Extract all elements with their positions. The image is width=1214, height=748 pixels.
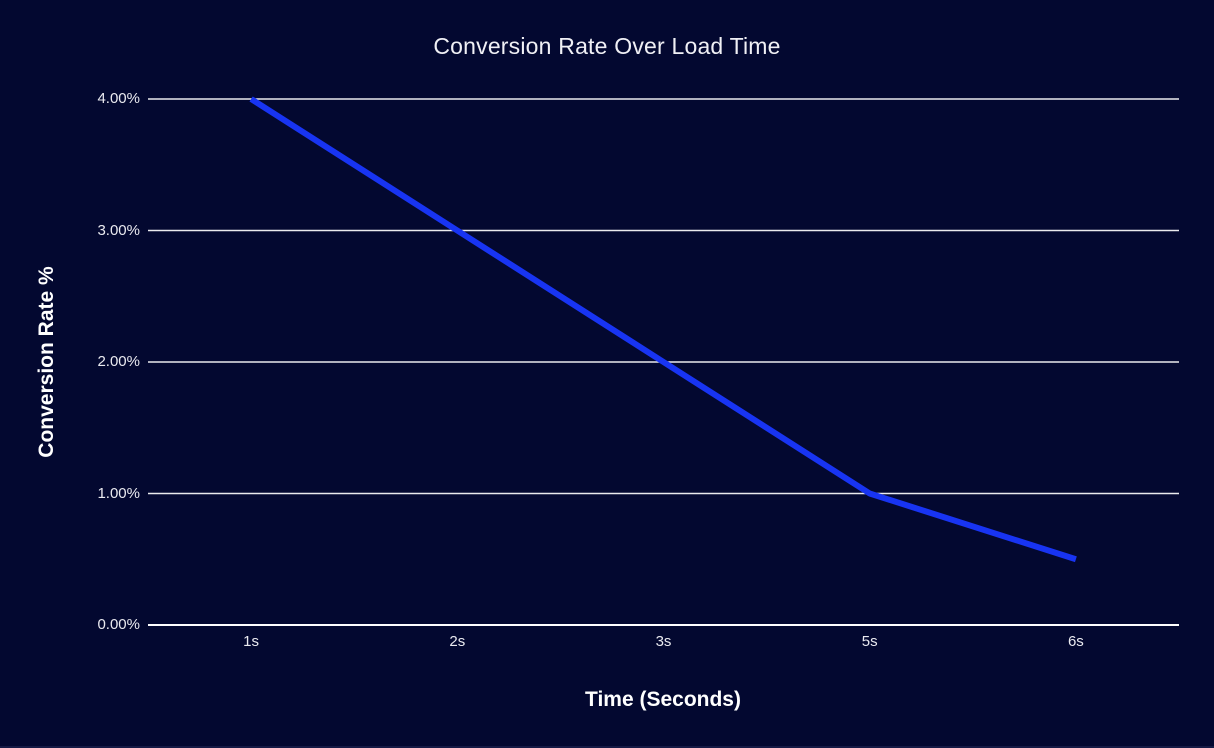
y-tick-label: 3.00% [97, 221, 140, 239]
y-tick-label: 4.00% [97, 90, 140, 107]
y-tick-label: 2.00% [97, 353, 140, 370]
x-tick-label: 2s [449, 633, 466, 650]
conversion-rate-line [249, 96, 1077, 563]
chart-title: Conversion Rate Over Load Time [433, 33, 781, 59]
x-axis-title: Time (Seconds) [585, 688, 741, 711]
x-tick-label: 5s [861, 633, 878, 650]
bottom-edge-divider [0, 746, 1214, 748]
x-tick-label: 1s [243, 633, 260, 650]
x-tick-label: 6s [1067, 633, 1084, 650]
y-tick-label: 1.00% [97, 484, 140, 502]
x-tick-label: 3s [655, 633, 672, 650]
y-tick-label: 0.00% [97, 616, 140, 633]
